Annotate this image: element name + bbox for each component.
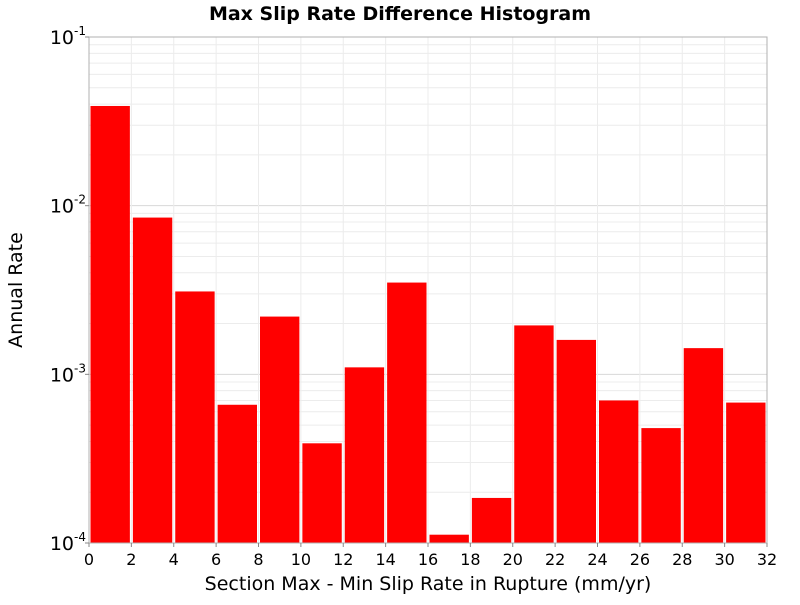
histogram-bar-7 <box>387 282 427 543</box>
y-tick-label: 10-1 <box>50 24 86 49</box>
y-tick-base: 10 <box>50 533 74 555</box>
histogram-bar-12 <box>599 400 639 543</box>
histogram-bar-13 <box>641 428 681 543</box>
y-axis-label: Annual Rate <box>5 232 27 348</box>
histogram-bar-5 <box>302 443 342 543</box>
x-tick-label: 10 <box>291 550 311 569</box>
histogram-bar-0 <box>90 105 130 544</box>
x-tick-label: 28 <box>672 550 692 569</box>
y-tick-label: 10-4 <box>50 530 86 555</box>
histogram-bar-10 <box>514 325 554 543</box>
x-tick-label: 30 <box>714 550 734 569</box>
x-tick-label: 8 <box>253 550 263 569</box>
x-tick-label: 22 <box>545 550 565 569</box>
x-tick-label: 2 <box>126 550 136 569</box>
x-tick-label: 12 <box>333 550 353 569</box>
x-tick-label: 24 <box>587 550 607 569</box>
bars <box>90 105 766 544</box>
histogram-bar-15 <box>726 402 766 543</box>
x-tick-label: 26 <box>630 550 650 569</box>
chart-title: Max Slip Rate Difference Histogram <box>209 3 591 25</box>
x-tick-label: 6 <box>211 550 221 569</box>
histogram-bar-4 <box>260 316 300 543</box>
y-tick-exponent: -4 <box>74 530 86 544</box>
histogram-bar-14 <box>683 348 724 543</box>
x-tick-label: 16 <box>418 550 438 569</box>
y-tick-label: 10-2 <box>50 193 86 218</box>
histogram-bar-9 <box>471 497 512 543</box>
x-tick-label: 4 <box>169 550 179 569</box>
x-tick-labels: 0 2 4 6 8 10 12 14 16 18 20 22 24 26 28 30 32 <box>84 543 777 569</box>
histogram-bar-3 <box>217 404 257 543</box>
y-tick-label: 10-3 <box>50 361 86 386</box>
x-tick-label: 14 <box>375 550 395 569</box>
x-tick-label: 18 <box>460 550 480 569</box>
y-tick-exponent: -1 <box>74 24 86 38</box>
y-tick-labels: 10-410-310-210-1 <box>50 24 89 555</box>
histogram-bar-2 <box>175 291 215 543</box>
x-tick-label: 20 <box>503 550 523 569</box>
histogram-bar-1 <box>132 217 173 543</box>
x-tick-label: 0 <box>84 550 94 569</box>
y-tick-base: 10 <box>50 27 74 49</box>
histogram-bar-11 <box>556 339 596 543</box>
x-axis-label: Section Max - Min Slip Rate in Rupture (… <box>205 573 652 595</box>
y-tick-base: 10 <box>50 364 74 386</box>
histogram-bar-8 <box>429 534 469 543</box>
histogram-bar-6 <box>344 367 385 543</box>
y-tick-base: 10 <box>50 196 74 218</box>
y-tick-exponent: -2 <box>74 193 86 207</box>
y-tick-exponent: -3 <box>74 361 86 375</box>
x-tick-label: 32 <box>757 550 777 569</box>
